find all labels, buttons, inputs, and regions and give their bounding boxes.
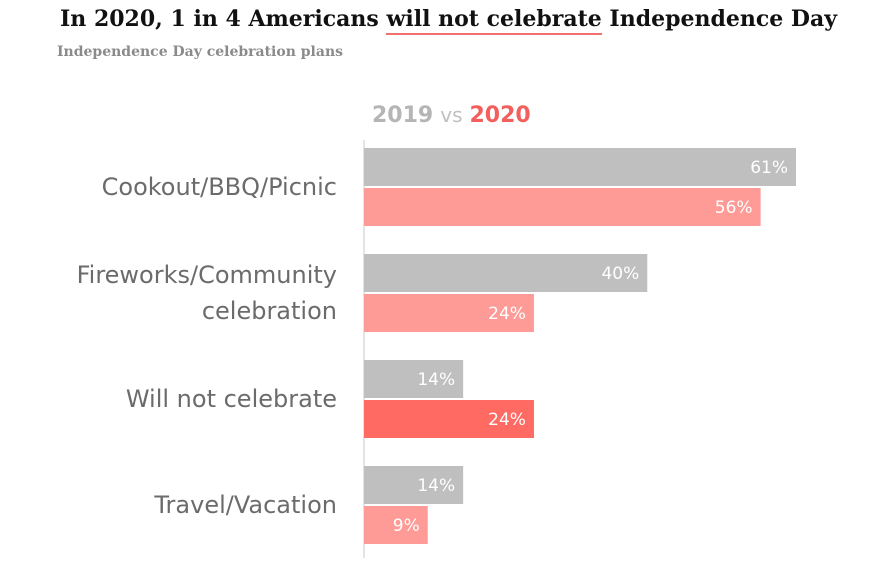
bar-chart: 61% 56% Cookout/BBQ/Picnic 40% 24% Fireworks/… [0, 0, 875, 573]
category-label-0: Cookout/BBQ/Picnic [102, 173, 337, 201]
value-label-2019-3: 14% [417, 476, 455, 496]
bar-2019-0 [364, 148, 796, 186]
value-label-2020-0: 56% [715, 198, 753, 218]
category-label-1-line-1: celebration [202, 297, 337, 325]
category-label-2: Will not celebrate [126, 385, 337, 413]
value-label-2020-1: 24% [488, 304, 526, 324]
value-label-2019-1: 40% [601, 264, 639, 284]
category-label-1-line-0: Fireworks/Community [77, 261, 337, 289]
category-label-3: Travel/Vacation [153, 491, 337, 519]
value-label-2020-3: 9% [393, 516, 420, 536]
bar-2020-0 [364, 188, 761, 226]
value-label-2019-0: 61% [750, 158, 788, 178]
value-label-2020-2: 24% [488, 410, 526, 430]
value-label-2019-2: 14% [417, 370, 455, 390]
